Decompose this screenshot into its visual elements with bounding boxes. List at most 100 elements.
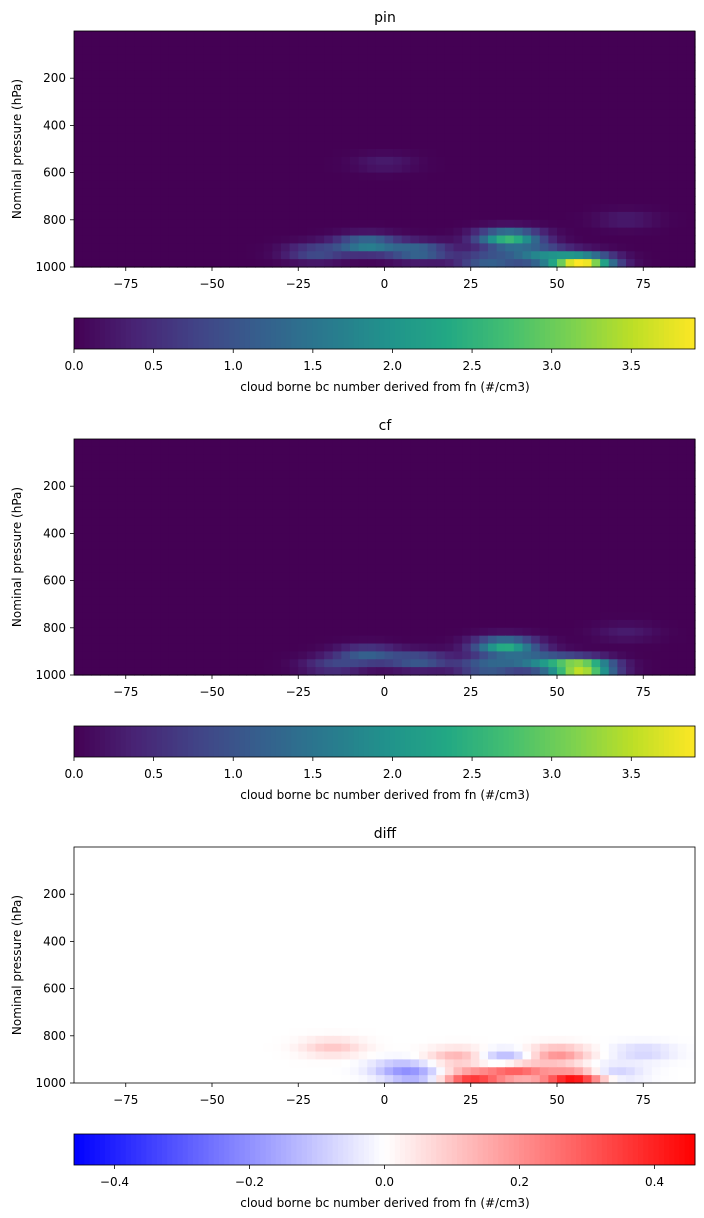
heatmap-cell — [315, 196, 325, 205]
colorbar-segment — [596, 318, 603, 349]
heatmap-cell — [651, 227, 662, 237]
heatmap-cell — [453, 188, 463, 197]
heatmap-cell — [574, 588, 584, 597]
heatmap-cell — [117, 494, 127, 503]
heatmap-cell — [272, 878, 282, 887]
heatmap-cell — [168, 533, 179, 542]
heatmap-cell — [427, 46, 437, 56]
heatmap-cell — [237, 470, 248, 479]
heatmap-cell — [186, 470, 196, 479]
heatmap-cell — [315, 470, 325, 479]
heatmap-cell — [143, 164, 153, 174]
heatmap-cell — [281, 470, 291, 479]
heatmap-cell — [255, 478, 265, 487]
heatmap-cell — [99, 46, 110, 56]
heatmap-cell — [125, 211, 135, 221]
heatmap-cell — [660, 604, 670, 613]
heatmap-cell — [626, 870, 636, 880]
heatmap-cell — [444, 133, 455, 142]
colorbar-segment — [472, 726, 479, 757]
heatmap-cell — [522, 557, 532, 566]
heatmap-cell — [384, 870, 394, 880]
heatmap-cell — [505, 564, 515, 574]
heatmap-cell — [134, 125, 144, 134]
heatmap-cell — [401, 494, 411, 503]
heatmap-cell — [686, 251, 696, 260]
heatmap-cell — [281, 439, 291, 448]
heatmap-cell — [591, 54, 601, 64]
heatmap-cell — [306, 259, 317, 268]
heatmap-cell — [74, 141, 84, 150]
heatmap-cell — [125, 93, 135, 103]
heatmap-cell — [505, 70, 515, 79]
heatmap-cell — [350, 643, 360, 652]
heatmap-cell — [255, 862, 265, 872]
heatmap-cell — [401, 635, 411, 645]
heatmap-cell — [212, 494, 222, 503]
heatmap-cell — [125, 627, 135, 637]
heatmap-cell — [496, 557, 506, 566]
heatmap-cell — [281, 251, 291, 260]
heatmap-cell — [255, 446, 265, 456]
heatmap-cell — [513, 117, 524, 126]
heatmap-cell — [255, 525, 265, 534]
heatmap-cell — [651, 596, 662, 605]
heatmap-cell — [203, 454, 213, 464]
heatmap-cell — [410, 847, 420, 856]
heatmap-cell — [143, 549, 153, 558]
heatmap-cell — [626, 564, 636, 574]
heatmap-cell — [134, 627, 144, 637]
heatmap-cell — [332, 38, 342, 48]
heatmap-cell — [160, 462, 170, 472]
plot-frame — [73, 30, 696, 268]
colorbar-segment — [425, 726, 432, 757]
heatmap-cell — [375, 604, 386, 613]
heatmap-cell — [108, 478, 118, 487]
heatmap-cell — [298, 659, 308, 668]
heatmap-cell — [108, 164, 118, 174]
heatmap-cell — [557, 31, 567, 40]
heatmap-cell — [108, 643, 118, 652]
heatmap-cell — [99, 227, 110, 237]
heatmap-cell — [358, 31, 368, 40]
heatmap-cell — [419, 533, 429, 542]
heatmap-cell — [315, 109, 325, 119]
heatmap-cell — [591, 564, 601, 574]
heatmap-cell — [350, 125, 360, 134]
heatmap-cell — [263, 93, 273, 103]
heatmap-cell — [341, 164, 351, 174]
heatmap-cell — [220, 494, 230, 503]
heatmap-cell — [505, 486, 515, 495]
heatmap-cell — [539, 470, 549, 479]
heatmap-cell — [315, 604, 325, 613]
heatmap-cell — [462, 588, 472, 597]
heatmap-cell — [151, 46, 161, 56]
heatmap-cell — [505, 494, 515, 503]
colorbar-tick-label: 2.5 — [463, 767, 482, 781]
heatmap-cell — [350, 164, 360, 174]
heatmap-cell — [539, 486, 549, 495]
heatmap-cell — [626, 101, 636, 111]
heatmap-cell — [220, 572, 230, 582]
heatmap-cell — [367, 46, 377, 56]
heatmap-cell — [669, 204, 679, 213]
heatmap-cell — [358, 619, 368, 629]
heatmap-cell — [522, 172, 532, 182]
heatmap-cell — [306, 643, 317, 652]
heatmap-cell — [436, 211, 446, 221]
heatmap-cell — [401, 651, 411, 660]
heatmap-cell — [634, 164, 644, 174]
heatmap-cell — [117, 439, 127, 448]
heatmap-cell — [143, 54, 153, 64]
heatmap-cell — [539, 643, 549, 652]
heatmap-cell — [444, 149, 455, 158]
heatmap-cell — [134, 564, 144, 574]
heatmap-cell — [263, 588, 273, 597]
heatmap-cell — [453, 164, 463, 174]
heatmap-cell — [220, 470, 230, 479]
heatmap-cell — [246, 870, 256, 880]
heatmap-cell — [108, 439, 118, 448]
heatmap-cell — [341, 133, 351, 142]
heatmap-cell — [462, 46, 472, 56]
heatmap-cell — [194, 651, 204, 660]
